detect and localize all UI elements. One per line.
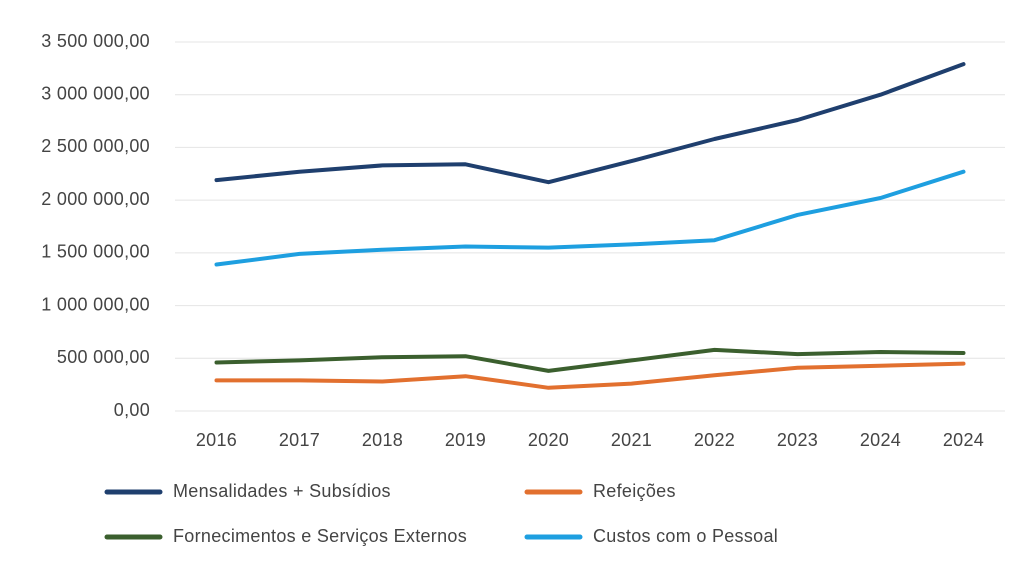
series-line [214,361,966,390]
y-tick-label: 1 500 000,00 [41,242,150,262]
series-line [214,169,966,267]
y-tick-label: 3 000 000,00 [41,83,150,103]
legend-label: Custos com o Pessoal [593,526,778,546]
series-line [214,62,966,185]
y-tick-label: 0,00 [114,400,150,420]
x-tick-label: 2024 [860,430,901,450]
x-tick-label: 2017 [279,430,320,450]
x-tick-label: 2016 [196,430,237,450]
legend-label: Refeições [593,481,676,501]
legend-label: Fornecimentos e Serviços Externos [173,526,467,546]
x-tick-label: 2023 [777,430,818,450]
y-tick-label: 1 000 000,00 [41,294,150,314]
y-tick-label: 3 500 000,00 [41,31,150,51]
x-tick-label: 2021 [611,430,652,450]
x-tick-label: 2022 [694,430,735,450]
y-tick-label: 500 000,00 [57,347,150,367]
y-tick-label: 2 000 000,00 [41,189,150,209]
x-tick-label: 2018 [362,430,403,450]
x-tick-label: 2019 [445,430,486,450]
x-tick-label: 2020 [528,430,569,450]
x-tick-label: 2024 [943,430,984,450]
series-line [214,347,966,373]
legend-label: Mensalidades + Subsídios [173,481,391,501]
y-tick-label: 2 500 000,00 [41,136,150,156]
